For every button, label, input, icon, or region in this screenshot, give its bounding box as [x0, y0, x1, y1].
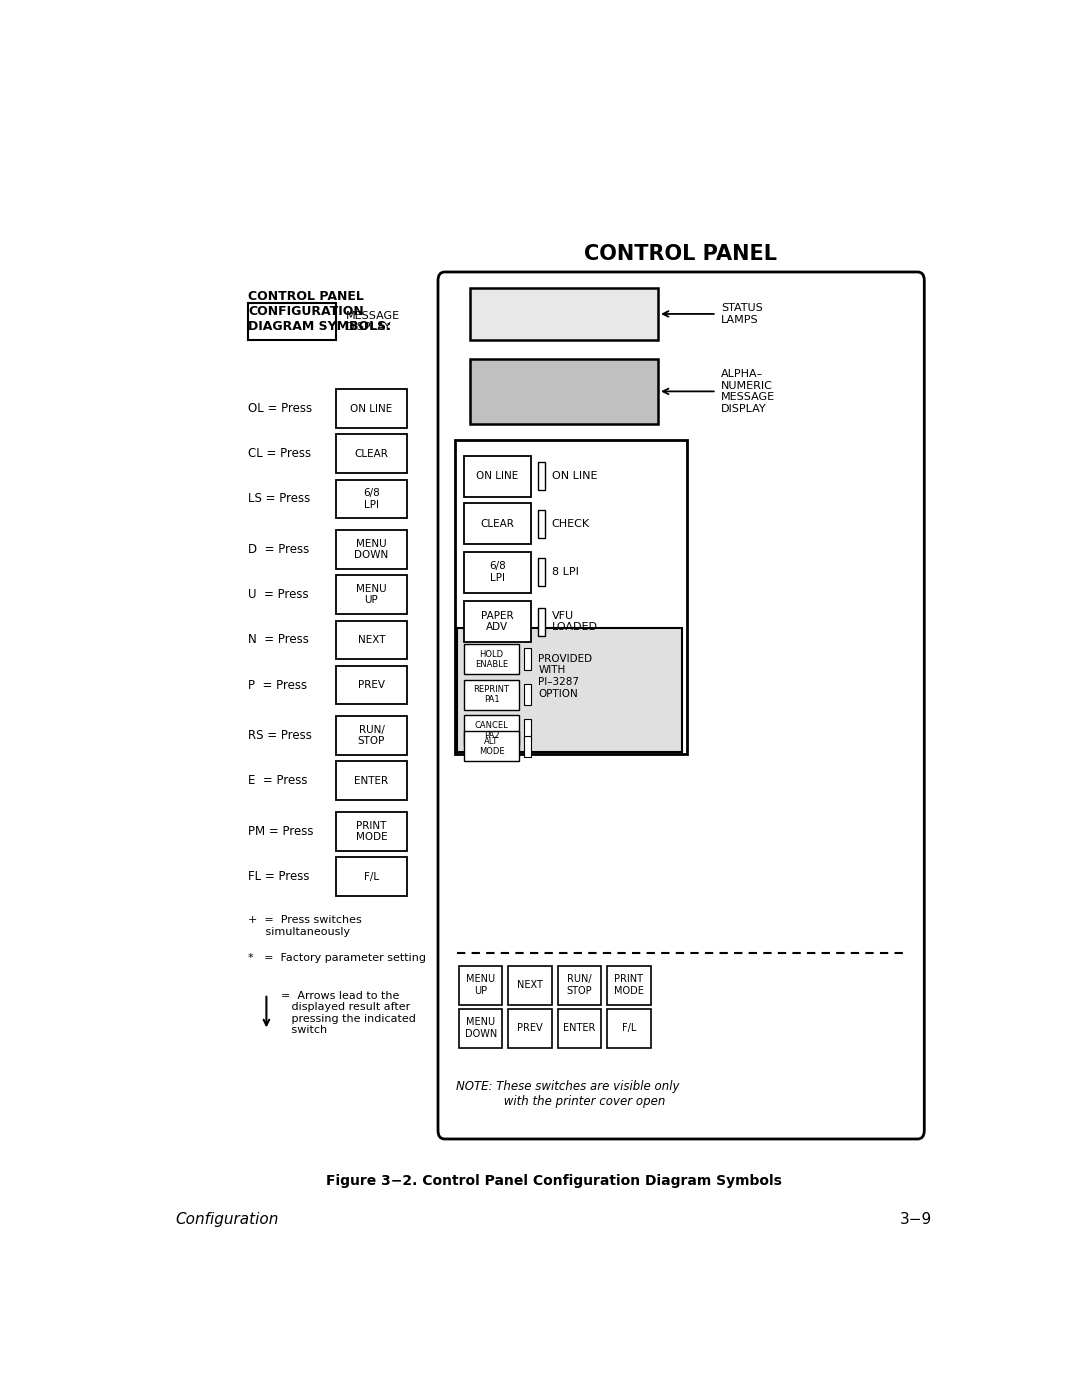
Bar [336, 479, 407, 518]
Bar [557, 965, 602, 1004]
Text: MENU
DOWN: MENU DOWN [464, 1017, 497, 1039]
Text: PM = Press: PM = Press [248, 824, 313, 838]
Bar [509, 965, 552, 1004]
Text: HOLD
ENABLE: HOLD ENABLE [475, 650, 508, 669]
Text: CHECK: CHECK [552, 518, 590, 528]
Text: RS = Press: RS = Press [248, 729, 312, 742]
Bar [538, 608, 545, 636]
Text: MENU
DOWN: MENU DOWN [354, 539, 389, 560]
Bar [607, 1009, 650, 1048]
Bar [336, 620, 407, 659]
Text: CONTROL PANEL: CONTROL PANEL [584, 243, 778, 264]
Text: RUN/
STOP: RUN/ STOP [567, 974, 592, 996]
Text: ON LINE: ON LINE [350, 404, 392, 414]
Text: CLEAR: CLEAR [481, 518, 514, 528]
Bar [457, 629, 681, 752]
Text: ON LINE: ON LINE [552, 471, 597, 482]
Text: CONTROL PANEL
CONFIGURATION
DIAGRAM SYMBOLS:: CONTROL PANEL CONFIGURATION DIAGRAM SYMB… [248, 291, 391, 334]
Text: PREV: PREV [517, 1023, 543, 1034]
Text: =  Arrows lead to the
   displayed result after
   pressing the indicated
   swi: = Arrows lead to the displayed result af… [282, 990, 417, 1035]
Text: ALPHA–
NUMERIC
MESSAGE
DISPLAY: ALPHA– NUMERIC MESSAGE DISPLAY [721, 369, 775, 414]
Text: RUN/
STOP: RUN/ STOP [357, 725, 386, 746]
Text: 8 LPI: 8 LPI [552, 567, 579, 577]
Bar [538, 510, 545, 538]
Bar [336, 434, 407, 474]
Bar [509, 1009, 552, 1048]
Bar [524, 719, 531, 740]
Text: ENTER: ENTER [354, 775, 389, 785]
Text: *   =  Factory parameter setting: * = Factory parameter setting [248, 953, 426, 963]
Bar [248, 303, 336, 339]
Bar [464, 644, 519, 675]
Bar [470, 359, 658, 423]
Bar [455, 440, 687, 754]
Bar [464, 552, 531, 592]
Text: D  = Press: D = Press [248, 543, 309, 556]
Text: MENU
UP: MENU UP [467, 974, 496, 996]
Text: ALT
MODE: ALT MODE [478, 736, 504, 756]
Text: OL = Press: OL = Press [248, 402, 312, 415]
Text: REPRINT
PA1: REPRINT PA1 [473, 685, 510, 704]
Text: U  = Press: U = Press [248, 588, 309, 601]
Bar [464, 503, 531, 545]
Text: F/L: F/L [364, 872, 379, 882]
Text: Configuration: Configuration [175, 1213, 279, 1227]
Bar [336, 717, 407, 754]
Text: Figure 3−2. Control Panel Configuration Diagram Symbols: Figure 3−2. Control Panel Configuration … [325, 1173, 782, 1187]
Bar [607, 965, 650, 1004]
Text: CLEAR: CLEAR [354, 448, 389, 458]
Text: ON LINE: ON LINE [476, 471, 518, 482]
Text: FL = Press: FL = Press [248, 870, 310, 883]
Bar [524, 736, 531, 757]
Text: NEXT: NEXT [517, 981, 543, 990]
Text: 3−9: 3−9 [900, 1213, 932, 1227]
Text: CANCEL
PA2: CANCEL PA2 [475, 721, 509, 740]
Text: P  = Press: P = Press [248, 679, 307, 692]
Bar [464, 715, 519, 745]
Bar [524, 648, 531, 671]
Text: F/L: F/L [622, 1023, 636, 1034]
Bar [336, 576, 407, 615]
Text: PREV: PREV [357, 680, 384, 690]
Text: MENU
UP: MENU UP [356, 584, 387, 605]
Bar [464, 455, 531, 497]
Bar [336, 666, 407, 704]
Text: VFU
LOADED: VFU LOADED [552, 610, 598, 633]
Bar [464, 601, 531, 643]
Text: STATUS
LAMPS: STATUS LAMPS [721, 303, 762, 324]
Text: 6/8
LPI: 6/8 LPI [363, 488, 380, 510]
Text: ENTER: ENTER [564, 1023, 596, 1034]
Bar [524, 685, 531, 705]
Text: 6/8
LPI: 6/8 LPI [489, 562, 505, 583]
Bar [470, 288, 658, 339]
Text: +  =  Press switches
     simultaneously: + = Press switches simultaneously [248, 915, 362, 937]
Text: E  = Press: E = Press [248, 774, 308, 788]
Text: MESSAGE
DISPLAY: MESSAGE DISPLAY [346, 310, 400, 332]
FancyBboxPatch shape [438, 272, 924, 1139]
Text: CL = Press: CL = Press [248, 447, 311, 460]
Bar [538, 559, 545, 587]
Text: PROVIDED
WITH
PI–3287
OPTION: PROVIDED WITH PI–3287 OPTION [539, 654, 593, 698]
Text: N  = Press: N = Press [248, 633, 309, 647]
Bar [464, 680, 519, 710]
Text: LS = Press: LS = Press [248, 493, 310, 506]
Text: PRINT
MODE: PRINT MODE [355, 820, 388, 842]
Bar [336, 812, 407, 851]
Bar [459, 965, 502, 1004]
Bar [336, 529, 407, 569]
Text: NEXT: NEXT [357, 634, 386, 645]
Bar [336, 858, 407, 895]
Text: PRINT
MODE: PRINT MODE [613, 974, 644, 996]
Bar [557, 1009, 602, 1048]
Text: PAPER
ADV: PAPER ADV [481, 610, 514, 633]
Bar [538, 462, 545, 490]
Text: NOTE: These switches are visible only
         with the printer cover open: NOTE: These switches are visible only wi… [456, 1080, 679, 1108]
Bar [336, 761, 407, 800]
Bar [336, 390, 407, 427]
Bar [459, 1009, 502, 1048]
Bar [464, 731, 519, 761]
